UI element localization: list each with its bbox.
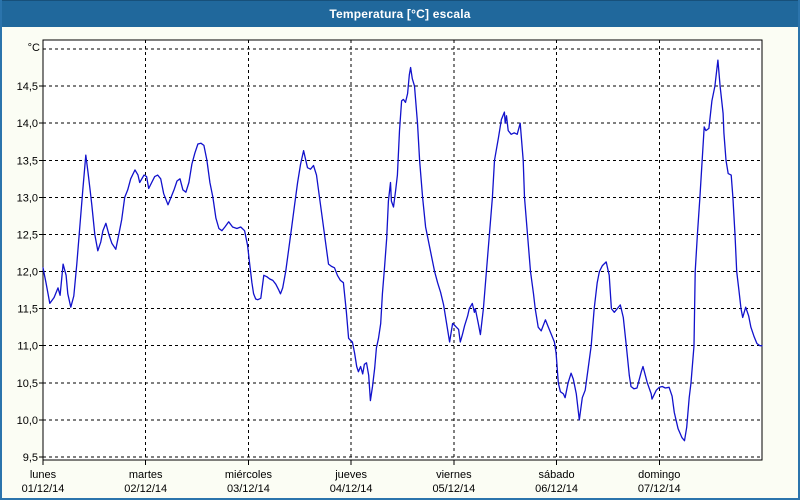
y-axis-label: 14,5: [17, 81, 38, 93]
x-axis-day-name: sábado: [539, 469, 575, 481]
x-axis-day-name: lunes: [30, 469, 57, 481]
plot-area: [43, 40, 762, 460]
x-axis-day-date: 02/12/14: [124, 483, 167, 495]
x-axis-day-date: 07/12/14: [638, 483, 681, 495]
y-axis-label: 14,0: [17, 118, 38, 130]
y-axis-label: 11,0: [17, 341, 38, 353]
x-axis-day-name: jueves: [334, 469, 367, 481]
x-axis-day-name: viernes: [436, 469, 472, 481]
x-axis-day-date: 03/12/14: [227, 483, 270, 495]
y-axis-label: 10,0: [17, 415, 38, 427]
temperature-series-line: [42, 59, 763, 442]
y-axis-label: 9,5: [23, 452, 38, 464]
y-axis-label: 12,0: [17, 267, 38, 279]
y-axis-label: 10,5: [17, 378, 38, 390]
y-axis-label: 12,5: [17, 229, 38, 241]
y-axis-unit-label: °C: [28, 42, 40, 54]
x-axis-day-name: martes: [129, 469, 163, 481]
x-axis-day-date: 04/12/14: [330, 483, 373, 495]
plot-border: [42, 39, 763, 461]
x-axis-day-date: 06/12/14: [535, 483, 578, 495]
y-axis-label: 13,5: [17, 155, 38, 167]
x-axis-day-date: 01/12/14: [22, 483, 65, 495]
x-axis-day-name: miércoles: [225, 469, 273, 481]
y-axis-label: 11,5: [17, 304, 38, 316]
y-axis-label: 13,0: [17, 192, 38, 204]
x-axis-day-name: domingo: [638, 469, 680, 481]
chart-title: Temperatura [°C] escala: [329, 7, 471, 21]
x-axis-day-date: 05/12/14: [432, 483, 475, 495]
title-bar: Temperatura [°C] escala: [2, 0, 798, 27]
